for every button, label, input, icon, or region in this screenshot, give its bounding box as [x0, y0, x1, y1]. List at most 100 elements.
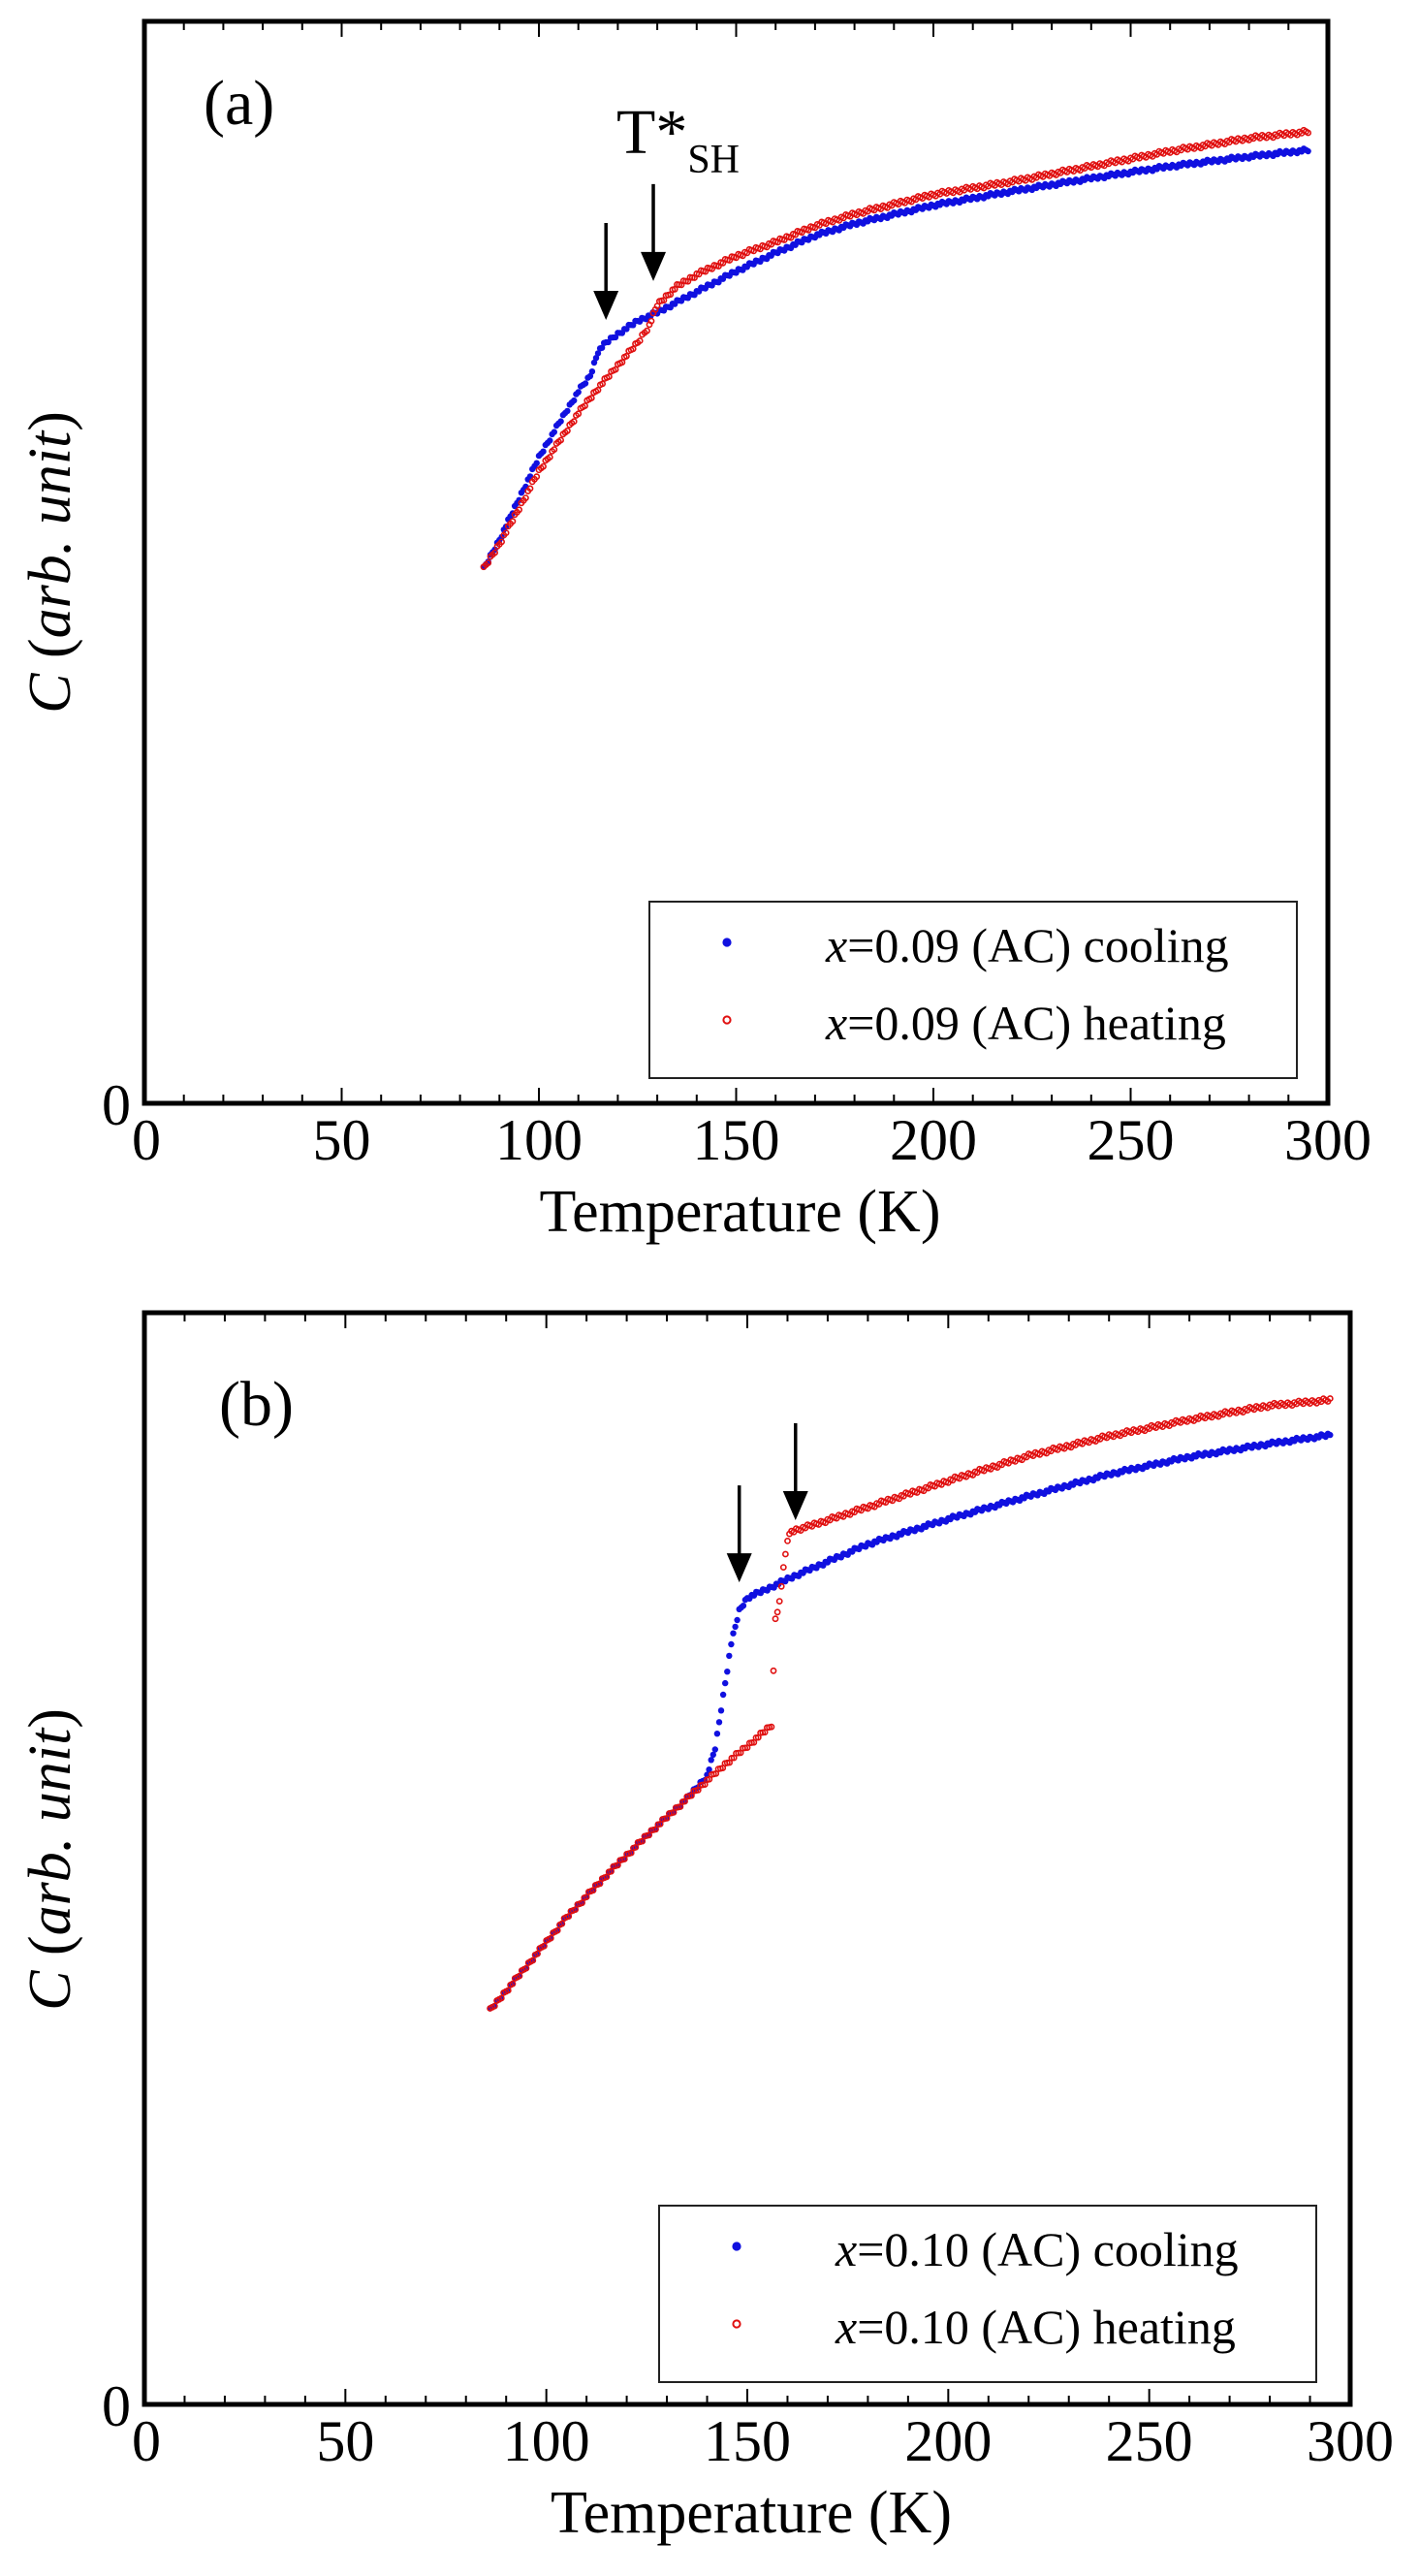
data-point [533, 460, 540, 466]
data-point [589, 1887, 597, 1894]
data-point [777, 1582, 785, 1590]
y-axis-label-part: ) [17, 1708, 83, 1729]
y-axis-label-part: arb. unit [17, 1727, 83, 1935]
x-tick-label: 250 [1088, 1108, 1175, 1172]
data-point [509, 518, 517, 525]
data-point [784, 1538, 791, 1544]
data-point [526, 485, 534, 493]
y-axis-label-part: C [17, 1970, 83, 2011]
legend-label: x=0.09 (AC) cooling [825, 918, 1229, 972]
data-point [570, 418, 578, 426]
transition-arrow [782, 1422, 808, 1520]
data-point [522, 494, 529, 501]
data-point [1305, 147, 1311, 155]
annotation-main: T* [616, 97, 687, 168]
data-point [541, 1942, 548, 1950]
y-axis-label: C (arb. unit) [17, 1708, 83, 2011]
data-point [564, 427, 571, 434]
legend-box [658, 2205, 1317, 2383]
data-point [551, 429, 557, 435]
data-point [547, 1934, 554, 1942]
data-point [540, 448, 547, 455]
data-point [498, 538, 505, 546]
y-axis-label-part: arb. unit [17, 429, 83, 638]
data-point [587, 395, 595, 401]
series-cooling [480, 145, 1311, 570]
transition-arrow [641, 183, 667, 281]
data-point [586, 372, 594, 380]
data-point [629, 345, 637, 353]
data-point [583, 1893, 590, 1900]
data-point [516, 506, 522, 514]
data-point [612, 366, 619, 373]
data-point [598, 344, 606, 351]
panel-label: (a) [204, 68, 274, 139]
data-point [529, 1956, 537, 1964]
chart-panel-a: 0 50 100 150 200 250 300 0 Temperature (K) C (arb… [17, 18, 1372, 1245]
data-point [582, 380, 589, 387]
data-point [722, 1679, 729, 1687]
legend-label: x=0.10 (AC) cooling [835, 2222, 1239, 2276]
data-point [779, 1564, 787, 1571]
data-point [772, 1615, 779, 1623]
y-axis-label-part: ( [17, 638, 83, 673]
y-tick-label: 0 [102, 1073, 131, 1137]
data-point [647, 317, 655, 325]
data-point [773, 1608, 781, 1616]
data-point [533, 473, 541, 481]
legend-marker [722, 938, 732, 947]
legend-variable: x [825, 996, 847, 1050]
data-point [594, 350, 602, 357]
data-point [740, 1603, 747, 1609]
x-tick-label: 150 [693, 1108, 780, 1172]
legend-text: =0.09 (AC) heating [847, 996, 1226, 1050]
y-axis-label-part: ) [17, 411, 83, 431]
data-point [775, 1598, 783, 1605]
legend-marker [732, 2242, 741, 2251]
panel-label: (b) [219, 1369, 294, 1440]
y-axis-label-part: C [17, 673, 83, 714]
data-point [732, 1623, 739, 1631]
legend-variable: x [825, 918, 847, 972]
data-point [553, 1926, 561, 1934]
data-point [516, 1972, 523, 1980]
data-point [594, 386, 602, 394]
data-point [557, 436, 564, 444]
data-point [728, 1640, 735, 1648]
data-point [502, 529, 510, 536]
data-point [592, 355, 600, 362]
legend-variable: x [835, 2222, 857, 2276]
legend-label: x=0.09 (AC) heating [825, 996, 1226, 1050]
data-point [770, 1667, 777, 1674]
data-point [565, 1913, 573, 1920]
data-point [623, 352, 630, 360]
x-tick-label: 200 [904, 2409, 992, 2473]
data-point [522, 1964, 530, 1972]
data-point [485, 559, 492, 566]
x-tick-label: 0 [132, 2409, 161, 2473]
data-point [504, 1987, 512, 1994]
data-point [590, 359, 598, 366]
x-axis-label: Temperature (K) [540, 1179, 941, 1245]
data-point [708, 1757, 714, 1764]
x-axis-label: Temperature (K) [551, 2480, 952, 2546]
data-point [572, 1906, 579, 1913]
data-point [618, 359, 626, 366]
x-tick-label: 300 [1284, 1108, 1372, 1172]
x-tick-label: 50 [316, 2409, 374, 2473]
data-point [768, 1723, 775, 1731]
transition-arrow [593, 223, 619, 321]
series-cooling [487, 1430, 1334, 2012]
y-axis-label-part: ( [17, 1935, 83, 1970]
legend-marker [722, 1015, 732, 1025]
data-point [509, 1980, 517, 1988]
data-point [644, 327, 650, 334]
transition-arrow [726, 1485, 752, 1583]
data-point [582, 402, 588, 409]
data-point [706, 1766, 712, 1773]
data-point [606, 373, 613, 380]
legend-text: =0.10 (AC) cooling [857, 2222, 1238, 2276]
data-point [551, 446, 558, 453]
series-heating [480, 126, 1311, 571]
